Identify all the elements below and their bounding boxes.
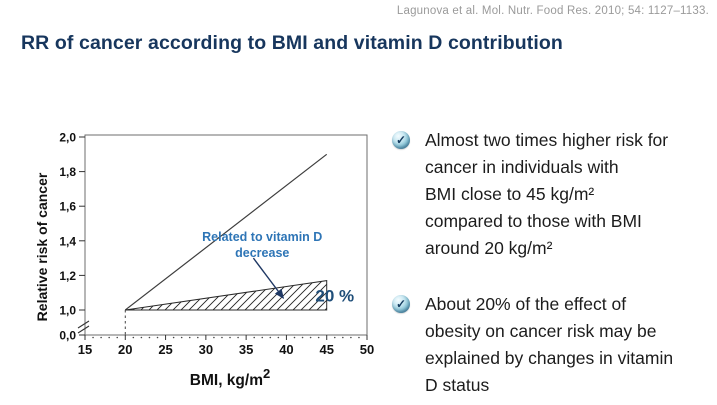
check-glyph: ✓ xyxy=(395,297,407,311)
svg-text:2,0: 2,0 xyxy=(59,131,76,145)
svg-text:40: 40 xyxy=(279,342,293,357)
svg-text:35: 35 xyxy=(239,342,253,357)
x-axis-title: BMI, kg/m2 xyxy=(190,366,270,389)
svg-text:1,6: 1,6 xyxy=(59,200,76,214)
chart-annotation-2: 20 % xyxy=(315,286,354,305)
bullet-text-1: Almost two times higher risk for cancer … xyxy=(425,130,669,258)
axis-break xyxy=(77,320,90,334)
bullet-item-2: ✓ About 20% of the effect of obesity on … xyxy=(392,291,707,399)
svg-text:50: 50 xyxy=(360,342,374,357)
vitamin-d-hatched-area xyxy=(125,280,328,311)
bmi-cancer-risk-chart: 1,0 1,2 1,4 1,6 1,8 2,0 0,015 20 25 30 35 40 45 50 Rel… xyxy=(34,131,374,390)
check-glyph: ✓ xyxy=(395,133,407,147)
svg-text:15: 15 xyxy=(78,342,92,357)
page-title: RR of cancer according to BMI and vitami… xyxy=(21,32,563,54)
svg-text:30: 30 xyxy=(199,342,213,357)
svg-text:1,4: 1,4 xyxy=(59,234,76,248)
check-icon: ✓ xyxy=(392,131,410,149)
svg-text:0,0: 0,0 xyxy=(59,329,76,343)
total-rr-line xyxy=(124,153,328,311)
y-axis: 1,0 1,2 1,4 1,6 1,8 2,0 0,0 xyxy=(59,131,90,343)
bullet-item-1: ✓ Almost two times higher risk for cance… xyxy=(392,127,707,262)
x-axis: 15 20 25 30 35 40 45 50 xyxy=(78,335,374,357)
svg-text:1,2: 1,2 xyxy=(59,269,76,283)
y-axis-title: Relative risk of cancer xyxy=(34,172,50,321)
svg-text:1,0: 1,0 xyxy=(59,304,76,318)
svg-text:45: 45 xyxy=(319,342,333,357)
bullet-text-2: About 20% of the effect of obesity on ca… xyxy=(425,294,674,395)
svg-text:20: 20 xyxy=(118,342,132,357)
check-icon: ✓ xyxy=(392,295,410,313)
plot-frame xyxy=(84,134,368,336)
citation: Lagunova et al. Mol. Nutr. Food Res. 201… xyxy=(396,5,709,17)
annotation-arrow xyxy=(252,257,285,300)
svg-text:1,8: 1,8 xyxy=(59,165,76,179)
svg-text:25: 25 xyxy=(158,342,172,357)
